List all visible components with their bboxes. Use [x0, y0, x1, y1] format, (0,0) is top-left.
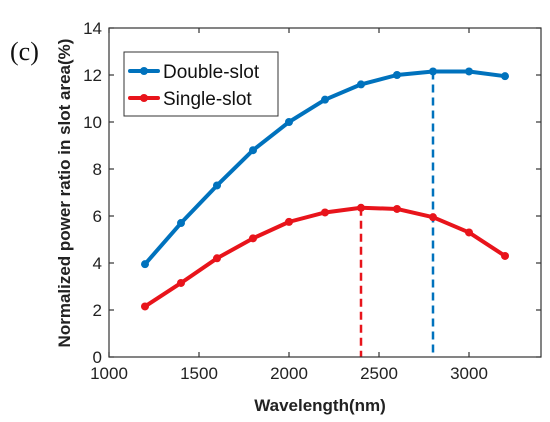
legend-label-0: Double-slot: [163, 62, 260, 83]
series-0-point-5: [321, 95, 329, 104]
series-0-point-9: [465, 67, 473, 76]
series-1-point-5: [321, 208, 329, 217]
x-tick-label-1: 1500: [180, 364, 218, 383]
series-0-point-8: [429, 67, 437, 76]
y-tick-label-6: 12: [83, 66, 102, 85]
y-axis-label: Normalized power ratio in slot area(%): [55, 39, 74, 348]
series-0-point-10: [501, 72, 509, 81]
legend-box: [123, 51, 279, 117]
series-0-point-2: [213, 181, 221, 190]
x-axis-label: Wavelength(nm): [254, 396, 386, 415]
y-tick-label-0: 0: [93, 348, 102, 367]
series-0-point-3: [249, 146, 257, 155]
peak-guide-lines: [359, 71, 435, 357]
panel-label: (c): [10, 37, 39, 66]
legend-marker-1: [140, 94, 148, 102]
legend-label-1: Single-slot: [163, 89, 252, 110]
y-tick-label-5: 10: [83, 113, 102, 132]
y-tick-label-7: 14: [83, 19, 102, 38]
series-0-point-1: [177, 219, 185, 228]
legend-marker-0: [140, 67, 148, 75]
series-1-point-6: [357, 203, 365, 212]
series-1-point-0: [141, 302, 149, 311]
axes: 1000 1500 2000 2500 3000 0 2 4 6 8 10 12 14: [83, 19, 542, 383]
x-tick-label-2: 2000: [270, 364, 308, 383]
series-1-point-2: [213, 254, 221, 263]
series-1-point-8: [429, 213, 437, 222]
series-1-point-9: [465, 228, 473, 237]
x-tick-label-3: 2500: [360, 364, 398, 383]
y-tick-label-2: 4: [93, 254, 102, 273]
plot-frame: [108, 27, 542, 358]
series-line-1: [143, 205, 507, 309]
y-tick-label-3: 6: [93, 207, 102, 226]
series-layer: [141, 67, 509, 311]
y-tick-label-1: 2: [93, 301, 102, 320]
x-tick-label-4: 3000: [450, 364, 488, 383]
series-1-point-3: [249, 234, 257, 243]
x-tick-label-0: 1000: [90, 364, 128, 383]
y-tick-label-4: 8: [93, 160, 102, 179]
series-1-point-4: [285, 217, 293, 226]
series-0-point-0: [141, 260, 149, 269]
series-1-point-10: [501, 251, 509, 260]
series-0-point-4: [285, 118, 293, 126]
series-1-point-7: [393, 204, 401, 213]
series-0-point-7: [393, 71, 401, 79]
series-0-point-6: [357, 80, 365, 89]
legend: Double-slot Single-slot: [123, 51, 279, 117]
series-1-point-1: [177, 278, 185, 287]
